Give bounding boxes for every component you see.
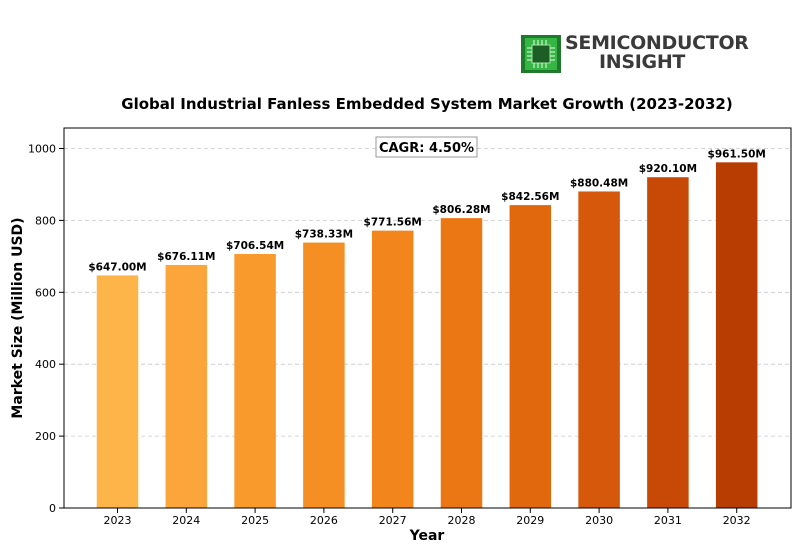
y-axis-title: Market Size (Million USD) <box>10 217 26 418</box>
x-tick-label: 2028 <box>448 514 476 527</box>
brand-logo: SEMICONDUCTOR INSIGHT <box>521 32 749 74</box>
bar <box>715 162 758 509</box>
data-label: $647.00M <box>88 261 146 273</box>
bar <box>509 205 552 509</box>
data-label: $920.10M <box>639 163 697 175</box>
chart-title: Global Industrial Fanless Embedded Syste… <box>121 95 732 113</box>
microchip-icon <box>521 35 561 73</box>
data-label: $806.28M <box>432 204 490 216</box>
data-label: $842.56M <box>501 191 559 203</box>
x-tick-label: 2029 <box>516 514 544 527</box>
y-tick-label: 600 <box>35 286 56 299</box>
data-label: $706.54M <box>226 240 284 252</box>
y-tick-label: 0 <box>49 502 56 515</box>
bar <box>165 264 208 508</box>
x-tick-label: 2025 <box>241 514 269 527</box>
bars-group <box>96 162 758 509</box>
x-axis-title: Year <box>409 528 445 544</box>
plot-frame <box>63 127 792 509</box>
x-tick-label: 2031 <box>654 514 682 527</box>
x-tick-label: 2030 <box>585 514 613 527</box>
bar <box>440 218 483 508</box>
logo-text-line1: SEMICONDUCTOR <box>565 32 749 54</box>
data-label: $676.11M <box>157 251 215 263</box>
logo-text-line2: INSIGHT <box>599 51 686 73</box>
x-tick-label: 2023 <box>104 514 132 527</box>
y-tick-label: 400 <box>35 358 56 371</box>
bar <box>578 191 620 508</box>
bar <box>234 253 276 508</box>
cagr-label: CAGR: 4.50% <box>379 141 474 156</box>
data-label: $771.56M <box>364 217 422 229</box>
bar <box>303 242 345 508</box>
y-axis: 0 200 400 600 800 1000 <box>28 142 64 515</box>
x-tick-label: 2024 <box>172 514 200 527</box>
bar <box>647 177 689 508</box>
x-axis: 2023 2024 2025 2026 2027 2028 2029 2030 2031 2032 <box>104 508 751 527</box>
x-tick-label: 2026 <box>310 514 338 527</box>
x-tick-label: 2032 <box>723 514 751 527</box>
data-label: $880.48M <box>570 177 628 189</box>
y-tick-label: 200 <box>35 430 56 443</box>
x-tick-label: 2027 <box>379 514 407 527</box>
data-label: $961.50M <box>708 148 766 160</box>
y-tick-label: 1000 <box>28 142 56 155</box>
bar <box>96 275 139 508</box>
data-labels-group: $647.00M $676.11M $706.54M $738.33M $771.56M… <box>88 148 765 273</box>
bar <box>371 230 414 508</box>
y-tick-label: 800 <box>35 214 56 227</box>
data-label: $738.33M <box>295 229 353 241</box>
cagr-annotation: CAGR: 4.50% <box>375 136 478 158</box>
